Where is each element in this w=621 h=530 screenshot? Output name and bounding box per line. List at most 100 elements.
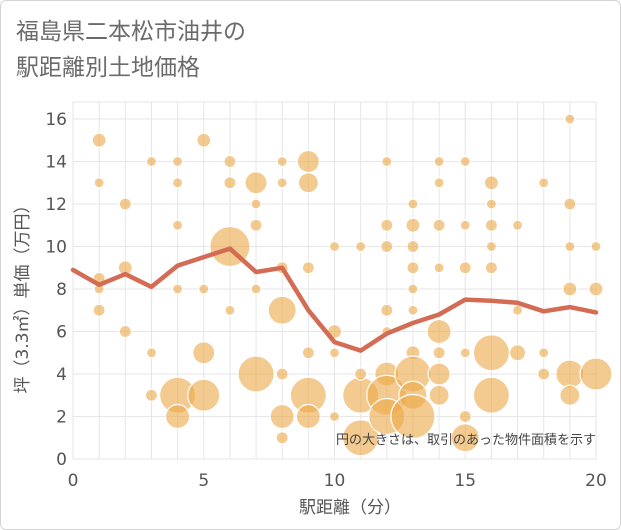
data-point	[93, 177, 105, 189]
data-point	[485, 240, 497, 253]
data-point	[508, 344, 527, 362]
y-tick-label: 0	[56, 450, 67, 470]
x-tick-label: 15	[454, 471, 476, 491]
data-point	[198, 283, 210, 295]
data-point	[165, 403, 191, 430]
data-point	[538, 177, 550, 189]
chart-title-line-2: 駅距離別土地価格	[16, 55, 200, 81]
data-point	[458, 261, 472, 275]
data-point	[144, 388, 159, 402]
data-point	[433, 155, 445, 168]
data-point	[427, 362, 451, 386]
x-tick-label: 20	[585, 471, 607, 491]
data-point	[328, 410, 341, 423]
data-point	[563, 197, 577, 211]
data-point	[118, 324, 132, 339]
y-tick-label: 16	[45, 110, 67, 130]
data-point	[172, 219, 184, 231]
y-tick-label: 8	[56, 280, 67, 300]
data-point	[118, 197, 132, 211]
data-point	[301, 261, 315, 275]
data-point	[458, 409, 472, 424]
data-point	[511, 304, 524, 316]
data-point	[296, 149, 320, 174]
data-point	[267, 295, 297, 325]
data-point	[192, 341, 216, 365]
data-point	[223, 176, 237, 190]
data-point	[275, 367, 289, 381]
data-point	[269, 403, 295, 430]
data-point	[250, 198, 262, 210]
data-point	[538, 347, 550, 359]
data-point	[483, 175, 499, 191]
x-tick-labels: 0 5 10 15 20	[68, 471, 607, 491]
y-axis-title: 坪（3.3㎡）単価（万円）	[13, 196, 33, 393]
data-point	[564, 240, 576, 253]
data-point	[406, 239, 420, 254]
data-point	[354, 367, 368, 381]
data-point	[407, 304, 419, 316]
data-point	[328, 240, 341, 253]
data-point	[295, 403, 321, 430]
data-point	[92, 303, 106, 317]
data-point	[355, 240, 367, 253]
data-point	[172, 155, 184, 168]
data-point	[559, 384, 581, 406]
chart-title-line-1: 福島県二本松市油井の	[16, 19, 246, 45]
data-point	[145, 155, 158, 168]
data-point	[432, 218, 446, 232]
data-point	[380, 218, 394, 232]
data-point	[484, 261, 498, 275]
grid-lines	[72, 101, 597, 460]
trend-line	[70, 246, 599, 353]
data-point	[432, 346, 446, 360]
data-point	[511, 219, 524, 231]
data-point	[172, 177, 184, 189]
data-point	[187, 378, 221, 412]
data-point	[579, 357, 613, 391]
y-tick-labels: 0 2 4 6 8 10 12 14 16	[45, 110, 67, 470]
data-point	[428, 384, 450, 406]
data-point	[450, 423, 480, 453]
trend-layer	[70, 246, 599, 353]
x-tick-label: 10	[324, 471, 346, 491]
x-tick-label: 0	[68, 471, 79, 491]
bubble-size-note: 円の大きさは、取引のあった物件面積を示す	[336, 433, 596, 448]
y-tick-label: 2	[56, 408, 67, 428]
data-point	[588, 281, 604, 297]
data-point	[275, 431, 289, 445]
data-point	[276, 155, 288, 168]
data-point	[406, 261, 420, 275]
data-point	[485, 198, 497, 210]
data-point	[484, 218, 498, 232]
data-point	[276, 177, 288, 189]
data-point	[433, 262, 445, 274]
data-point	[433, 177, 445, 189]
data-point	[426, 318, 452, 345]
data-point	[237, 355, 275, 393]
data-point	[407, 198, 419, 210]
data-point	[405, 217, 421, 233]
data-point	[342, 419, 380, 457]
y-tick-label: 14	[45, 153, 67, 173]
data-point	[472, 334, 510, 372]
data-point	[380, 303, 394, 317]
data-point	[564, 113, 576, 125]
y-tick-label: 12	[45, 195, 67, 215]
data-point	[91, 132, 107, 148]
data-point	[459, 155, 471, 168]
data-point	[380, 239, 394, 254]
data-point	[537, 367, 551, 381]
y-tick-label: 10	[45, 238, 67, 258]
data-point	[390, 393, 436, 440]
data-point	[250, 283, 262, 295]
data-point	[172, 283, 184, 295]
data-point	[196, 132, 212, 148]
data-point	[562, 281, 578, 297]
data-point	[297, 172, 319, 194]
data-point	[472, 376, 510, 414]
data-point	[223, 154, 237, 169]
data-point	[459, 347, 471, 359]
data-point	[407, 283, 419, 295]
